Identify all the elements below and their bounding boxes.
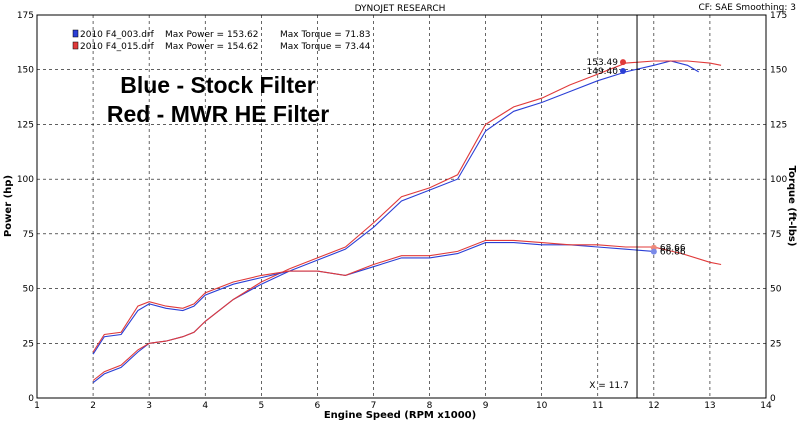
x-tick-label: 11 [592,401,603,411]
legend-file-blue: 2010 F4_003.drf [80,30,155,40]
chart-header-settings: CF: SAE Smoothing: 3 [698,3,796,13]
y-left-axis-title: Power (hp) [3,175,14,237]
legend-torque-red: Max Torque = 73.44 [280,42,371,52]
y-right-tick-labels: 0 25 50 75 100 125 150 175 [770,11,787,404]
legend-file-red: 2010 F4_015.drf [80,42,155,52]
y-right-axis-title: Torque (ft-lbs) [786,166,797,247]
series-lines [92,60,722,384]
x-tick-label: 1 [34,401,40,411]
marker-label-power-red: 153.49 [587,58,619,68]
annotation-stock-filter: Blue - Stock Filter [120,72,316,98]
marker-power-red [620,59,627,66]
cursor-label: X = 11.7 [589,381,628,391]
x-axis-title: Engine Speed (RPM x1000) [324,410,476,421]
x-tick-label: 3 [146,401,152,411]
marker-label-power-blue: 149.40 [587,67,619,77]
y-left-tick-label: 0 [28,394,34,404]
y-left-tick-labels: 0 25 50 75 100 125 150 175 [17,11,34,404]
x-tick-label: 4 [202,401,208,411]
plot-frame [36,14,767,399]
y-right-tick-label: 75 [770,230,781,240]
legend-power-blue: Max Power = 153.62 [165,30,258,40]
marker-label-torque-blue: 66.86 [660,248,686,258]
legend-swatch-blue [72,29,79,38]
annotation-mwr-filter: Red - MWR HE Filter [107,101,329,127]
series-line-1 [92,60,722,381]
x-tick-labels: 1 2 3 4 5 6 7 8 9 10 11 12 13 14 [34,401,772,411]
y-right-tick-label: 150 [770,66,787,76]
x-tick-label: 9 [483,401,489,411]
y-left-tick-label: 100 [17,175,34,185]
legend-swatch-red [72,41,79,50]
y-right-tick-label: 25 [770,339,781,349]
x-tick-label: 6 [315,401,321,411]
x-tick-label: 5 [258,401,264,411]
x-tick-label: 2 [90,401,96,411]
y-right-tick-label: 0 [770,394,776,404]
x-tick-label: 8 [427,401,433,411]
y-left-tick-label: 50 [23,285,35,295]
y-left-tick-label: 75 [23,230,34,240]
x-tick-label: 14 [760,401,772,411]
x-tick-label: 10 [536,401,548,411]
marker-torque-blue [650,248,657,255]
y-left-tick-label: 125 [17,120,34,130]
grid [37,15,766,398]
y-left-tick-label: 175 [17,11,34,21]
legend-torque-blue: Max Torque = 71.83 [280,30,370,40]
legend-power-red: Max Power = 154.62 [165,42,258,52]
y-right-tick-label: 100 [770,175,787,185]
series-line-3 [92,239,722,353]
y-right-tick-label: 175 [770,11,787,21]
x-tick-label: 12 [648,401,659,411]
y-left-tick-label: 150 [17,66,34,76]
y-right-tick-label: 125 [770,120,787,130]
chart-header-title: DYNOJET RESEARCH [355,4,446,14]
marker-power-blue [620,68,627,75]
x-tick-label: 7 [371,401,377,411]
x-tick-label: 13 [704,401,715,411]
y-left-tick-label: 25 [23,339,34,349]
y-right-tick-label: 50 [770,285,782,295]
marker-label-torque-red: 68.66 [660,244,686,254]
